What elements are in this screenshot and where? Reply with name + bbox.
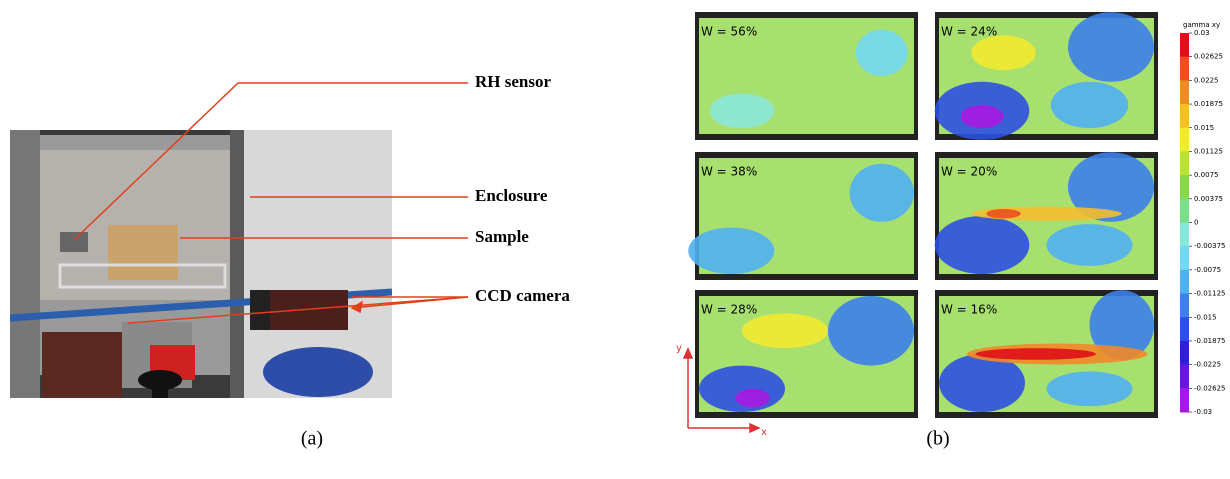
axes-arrows: [682, 347, 761, 434]
panel-label: W = 24%: [941, 25, 997, 39]
panel-label: W = 28%: [701, 303, 757, 317]
map-contour: [975, 348, 1096, 360]
colorbar-segment: [1180, 127, 1189, 152]
caption: (a): [301, 428, 323, 450]
colorbar-tick-label: -0.03: [1194, 408, 1212, 416]
colorbar-segment: [1180, 198, 1189, 223]
map-contour: [1046, 371, 1133, 407]
axis-label: y: [676, 343, 682, 354]
colorbar-segment: [1180, 388, 1189, 413]
axis-label: x: [761, 427, 767, 438]
panel-label: W = 56%: [701, 25, 757, 39]
colorbar-tick-label: 0.00375: [1194, 195, 1223, 203]
photo-label: Sample: [475, 227, 529, 246]
colorbar-tick-label: 0.0075: [1194, 171, 1219, 179]
colorbar-tick-label: 0.02625: [1194, 53, 1223, 61]
colorbar-tick-label: 0.015: [1194, 124, 1214, 132]
map-contour: [986, 209, 1021, 219]
map-contour: [1046, 224, 1133, 266]
map-contour: [934, 216, 1030, 274]
colorbar-tick-label: 0.0225: [1194, 76, 1219, 84]
photo-label: RH sensor: [475, 72, 551, 91]
colorbar-tick-label: -0.02625: [1194, 384, 1225, 392]
colorbar-segment: [1180, 246, 1189, 271]
strain-map: W = 28%: [695, 290, 918, 418]
map-contour: [849, 163, 914, 222]
map-contour: [971, 35, 1036, 71]
map-contour: [855, 29, 908, 76]
colorbar-tick-label: -0.015: [1194, 313, 1217, 321]
strain-map: W = 24%: [934, 12, 1158, 140]
map-contour: [735, 388, 770, 408]
map-contour: [688, 227, 775, 274]
caption: (b): [926, 428, 949, 450]
strain-map: W = 56%: [695, 12, 918, 140]
panel-label: W = 16%: [941, 303, 997, 317]
panel-label: W = 20%: [941, 165, 997, 179]
callout-lines: [73, 82, 469, 324]
colorbar-segment: [1180, 104, 1189, 129]
strain-map: W = 20%: [934, 152, 1158, 280]
colorbar-segment: [1180, 317, 1189, 342]
colorbar-tick-label: -0.00375: [1194, 242, 1225, 250]
colorbar-tick-label: 0.01125: [1194, 147, 1223, 155]
photo: [10, 130, 392, 398]
colorbar-tick-label: -0.0075: [1194, 266, 1221, 274]
colorbar-segment: [1180, 364, 1189, 389]
colorbar-segment: [1180, 269, 1189, 295]
map-contour: [828, 296, 914, 366]
map-contour: [939, 354, 1025, 412]
map-contour: [742, 313, 828, 349]
colorbar-segment: [1180, 293, 1189, 318]
colorbar-segment: [1180, 80, 1189, 105]
colorbar-segment: [1180, 56, 1189, 81]
map-contour: [1089, 290, 1154, 360]
colorbar-segment: [1180, 33, 1189, 58]
colorbar-segment: [1180, 340, 1189, 366]
colorbar-segment: [1180, 175, 1189, 200]
colorbar-segment: [1180, 151, 1189, 176]
colorbar-tick-label: -0.01875: [1194, 337, 1225, 345]
panel-label: W = 38%: [701, 165, 757, 179]
colorbar-tick-label: 0: [1194, 219, 1198, 227]
photo-label: Enclosure: [475, 186, 548, 205]
colorbar-tick-label: -0.0225: [1194, 361, 1221, 369]
strain-map: W = 38%: [688, 152, 918, 280]
colorbar-tick-label: -0.01125: [1194, 290, 1225, 298]
colorbar-tick-label: 0.03: [1194, 29, 1210, 37]
colorbar-title: gamma xy: [1183, 21, 1220, 29]
colorbar-segment: [1180, 222, 1189, 247]
map-contour: [1068, 152, 1154, 222]
map-contour: [960, 105, 1004, 129]
map-contour: [1068, 12, 1154, 82]
map-contour: [1050, 81, 1129, 129]
colorbar-tick-label: 0.01875: [1194, 100, 1223, 108]
photo-label: CCD camera: [475, 286, 570, 305]
map-contour: [709, 93, 775, 129]
strain-map: W = 16%: [935, 290, 1158, 418]
